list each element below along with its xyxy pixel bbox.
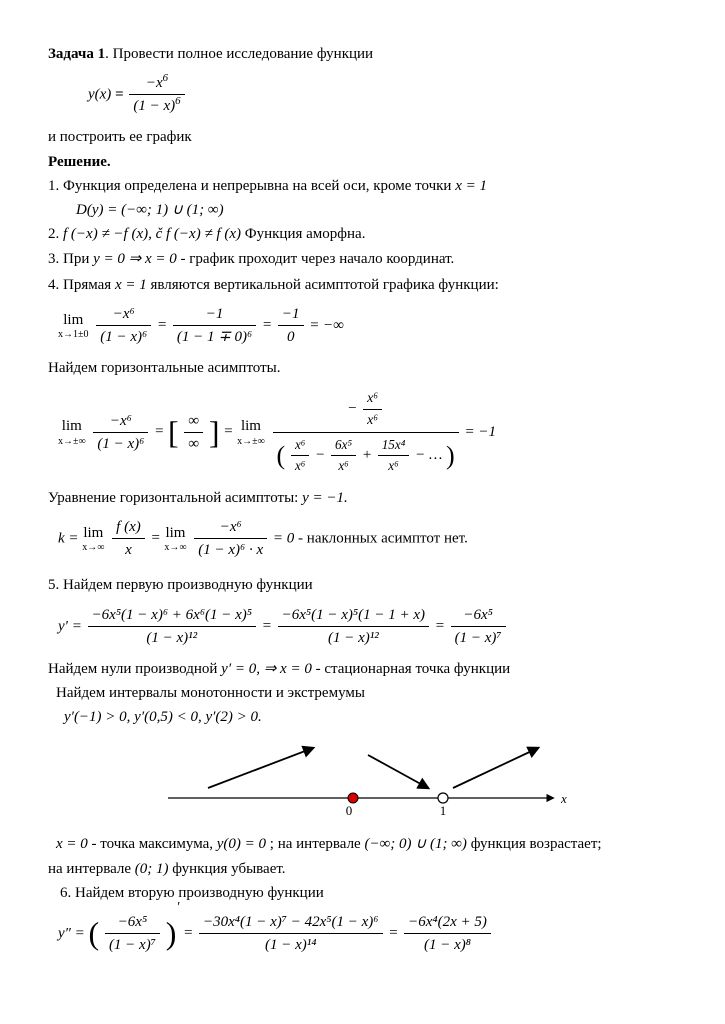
number-line-diagram: x 0 1 [153, 733, 573, 828]
step-1-domain: D(y) = (−∞; 1) ∪ (1; ∞) [48, 200, 677, 220]
decrease-text: на интервале (0; 1) функция убывает. [48, 859, 677, 879]
derivative-signs: y′(−1) > 0, y′(0,5) < 0, y′(2) > 0. [48, 707, 677, 727]
x-axis-label: x [560, 791, 567, 806]
tick-0-label: 0 [345, 803, 352, 818]
tick-1-label: 1 [439, 803, 446, 818]
step-1: 1. Функция определена и непрерывна на вс… [48, 176, 677, 196]
arrow-dec-mid [368, 755, 428, 788]
limit-horizontal-asymptote: lim x→±∞ −x⁶ (1 − x)⁶ = [ ∞ ∞ ] = lim x→… [48, 386, 677, 478]
limit-vertical-asymptote: lim x→1±0 −x⁶ (1 − x)⁶ = −1 (1 − 1 ∓ 0)⁶… [48, 303, 677, 348]
step-2: 2. f (−x) ≠ −f (x), č f (−x) ≠ f (x) Фун… [48, 224, 677, 244]
step-3: 3. При y = 0 ⇒ x = 0 - график проходит ч… [48, 249, 677, 269]
monotonicity-intro: Найдем интервалы монотонности и экстрему… [48, 683, 677, 703]
eq-sign: = [115, 87, 124, 103]
task-title: Задача 1. Провести полное исследование ф… [48, 44, 677, 64]
horiz-asym-intro: Найдем горизонтальные асимптоты. [48, 358, 677, 378]
step-6: 6. Найдем вторую производную функции [48, 883, 677, 903]
maximum-text: x = 0 - точка максимума, y(0) = 0 ; на и… [48, 834, 677, 854]
step-4: 4. Прямая x = 1 являются вертикальной ас… [48, 275, 677, 295]
open-point-1 [438, 793, 448, 803]
horiz-asym-eq: Уравнение горизонтальной асимптоты: y = … [48, 488, 677, 508]
closed-point-0 [348, 793, 358, 803]
lim-symbol: lim x→1±0 [58, 310, 89, 342]
step-5: 5. Найдем первую производную функции [48, 575, 677, 595]
first-derivative: y′ = −6x⁵(1 − x)⁶ + 6x⁶(1 − x)⁵ (1 − x)¹… [48, 604, 677, 649]
solution-label: Решение. [48, 152, 677, 172]
slant-asymptote: k = lim x→∞ f (x) x = lim x→∞ −x⁶ (1 − x… [48, 516, 677, 561]
eq-frac: −x6 (1 − x)6 [129, 74, 184, 115]
task-text: . Провести полное исследование функции [105, 46, 373, 62]
after-eq-text: и построить ее график [48, 127, 677, 147]
main-equation: y(x) = −x6 (1 − x)6 [48, 72, 677, 117]
arrow-inc-right [453, 748, 538, 788]
eq-lhs: y(x) [88, 87, 115, 103]
task-label: Задача 1 [48, 46, 105, 62]
arrow-inc-left [208, 748, 313, 788]
second-derivative: y″ = ( −6x⁵ (1 − x)⁷ )′ = −30x⁴(1 − x)⁷ … [48, 911, 677, 956]
derivative-zeros: Найдем нули производной y′ = 0, ⇒ x = 0 … [48, 659, 677, 679]
